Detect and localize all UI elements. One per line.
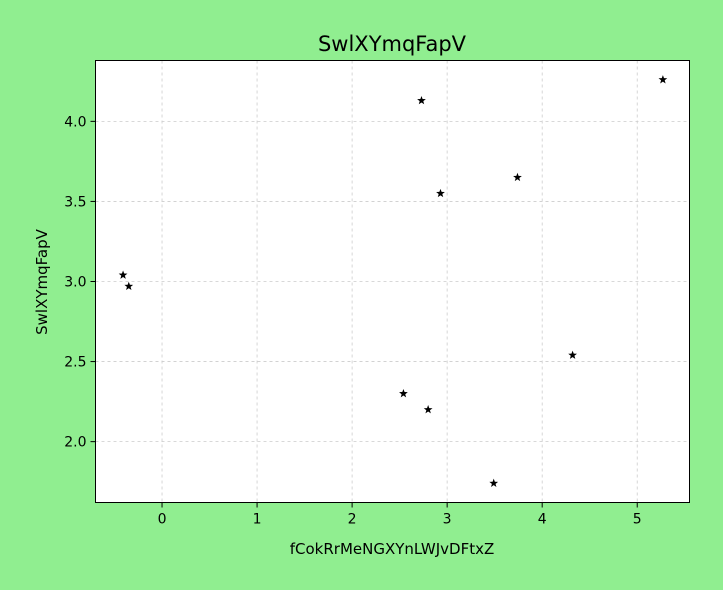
chart-title: SwlXYmqFapV — [318, 32, 467, 56]
y-tick-label: 3.5 — [64, 194, 86, 210]
data-point — [423, 405, 433, 414]
x-tick-label: 3 — [443, 512, 452, 528]
x-tick-label: 1 — [253, 512, 262, 528]
y-axis-label: SwlXYmqFapV — [33, 228, 51, 334]
x-tick-label: 4 — [538, 512, 547, 528]
grid-lines — [95, 60, 690, 503]
x-axis-label: fCokRrMeNGXYnLWJvDFtxZ — [290, 540, 495, 558]
x-axis-ticks: 0 1 2 3 4 5 — [158, 502, 642, 528]
data-points — [118, 75, 668, 487]
data-point — [513, 172, 522, 182]
data-point — [658, 75, 668, 84]
x-tick-label: 5 — [633, 512, 642, 528]
data-point — [417, 95, 426, 105]
y-tick-label: 2.0 — [64, 435, 86, 451]
y-tick-label: 2.5 — [64, 355, 86, 371]
y-tick-label: 4.0 — [64, 114, 86, 130]
data-point — [399, 389, 408, 398]
data-point — [118, 270, 128, 279]
data-point — [436, 188, 445, 198]
x-tick-label: 2 — [348, 512, 357, 528]
data-point — [568, 350, 577, 359]
y-tick-label: 3.0 — [64, 275, 86, 291]
y-axis-ticks: 2.0 2.5 3.0 3.5 4.0 — [64, 114, 96, 451]
data-point — [124, 281, 134, 291]
data-point — [489, 478, 499, 487]
x-tick-label: 0 — [158, 512, 167, 528]
